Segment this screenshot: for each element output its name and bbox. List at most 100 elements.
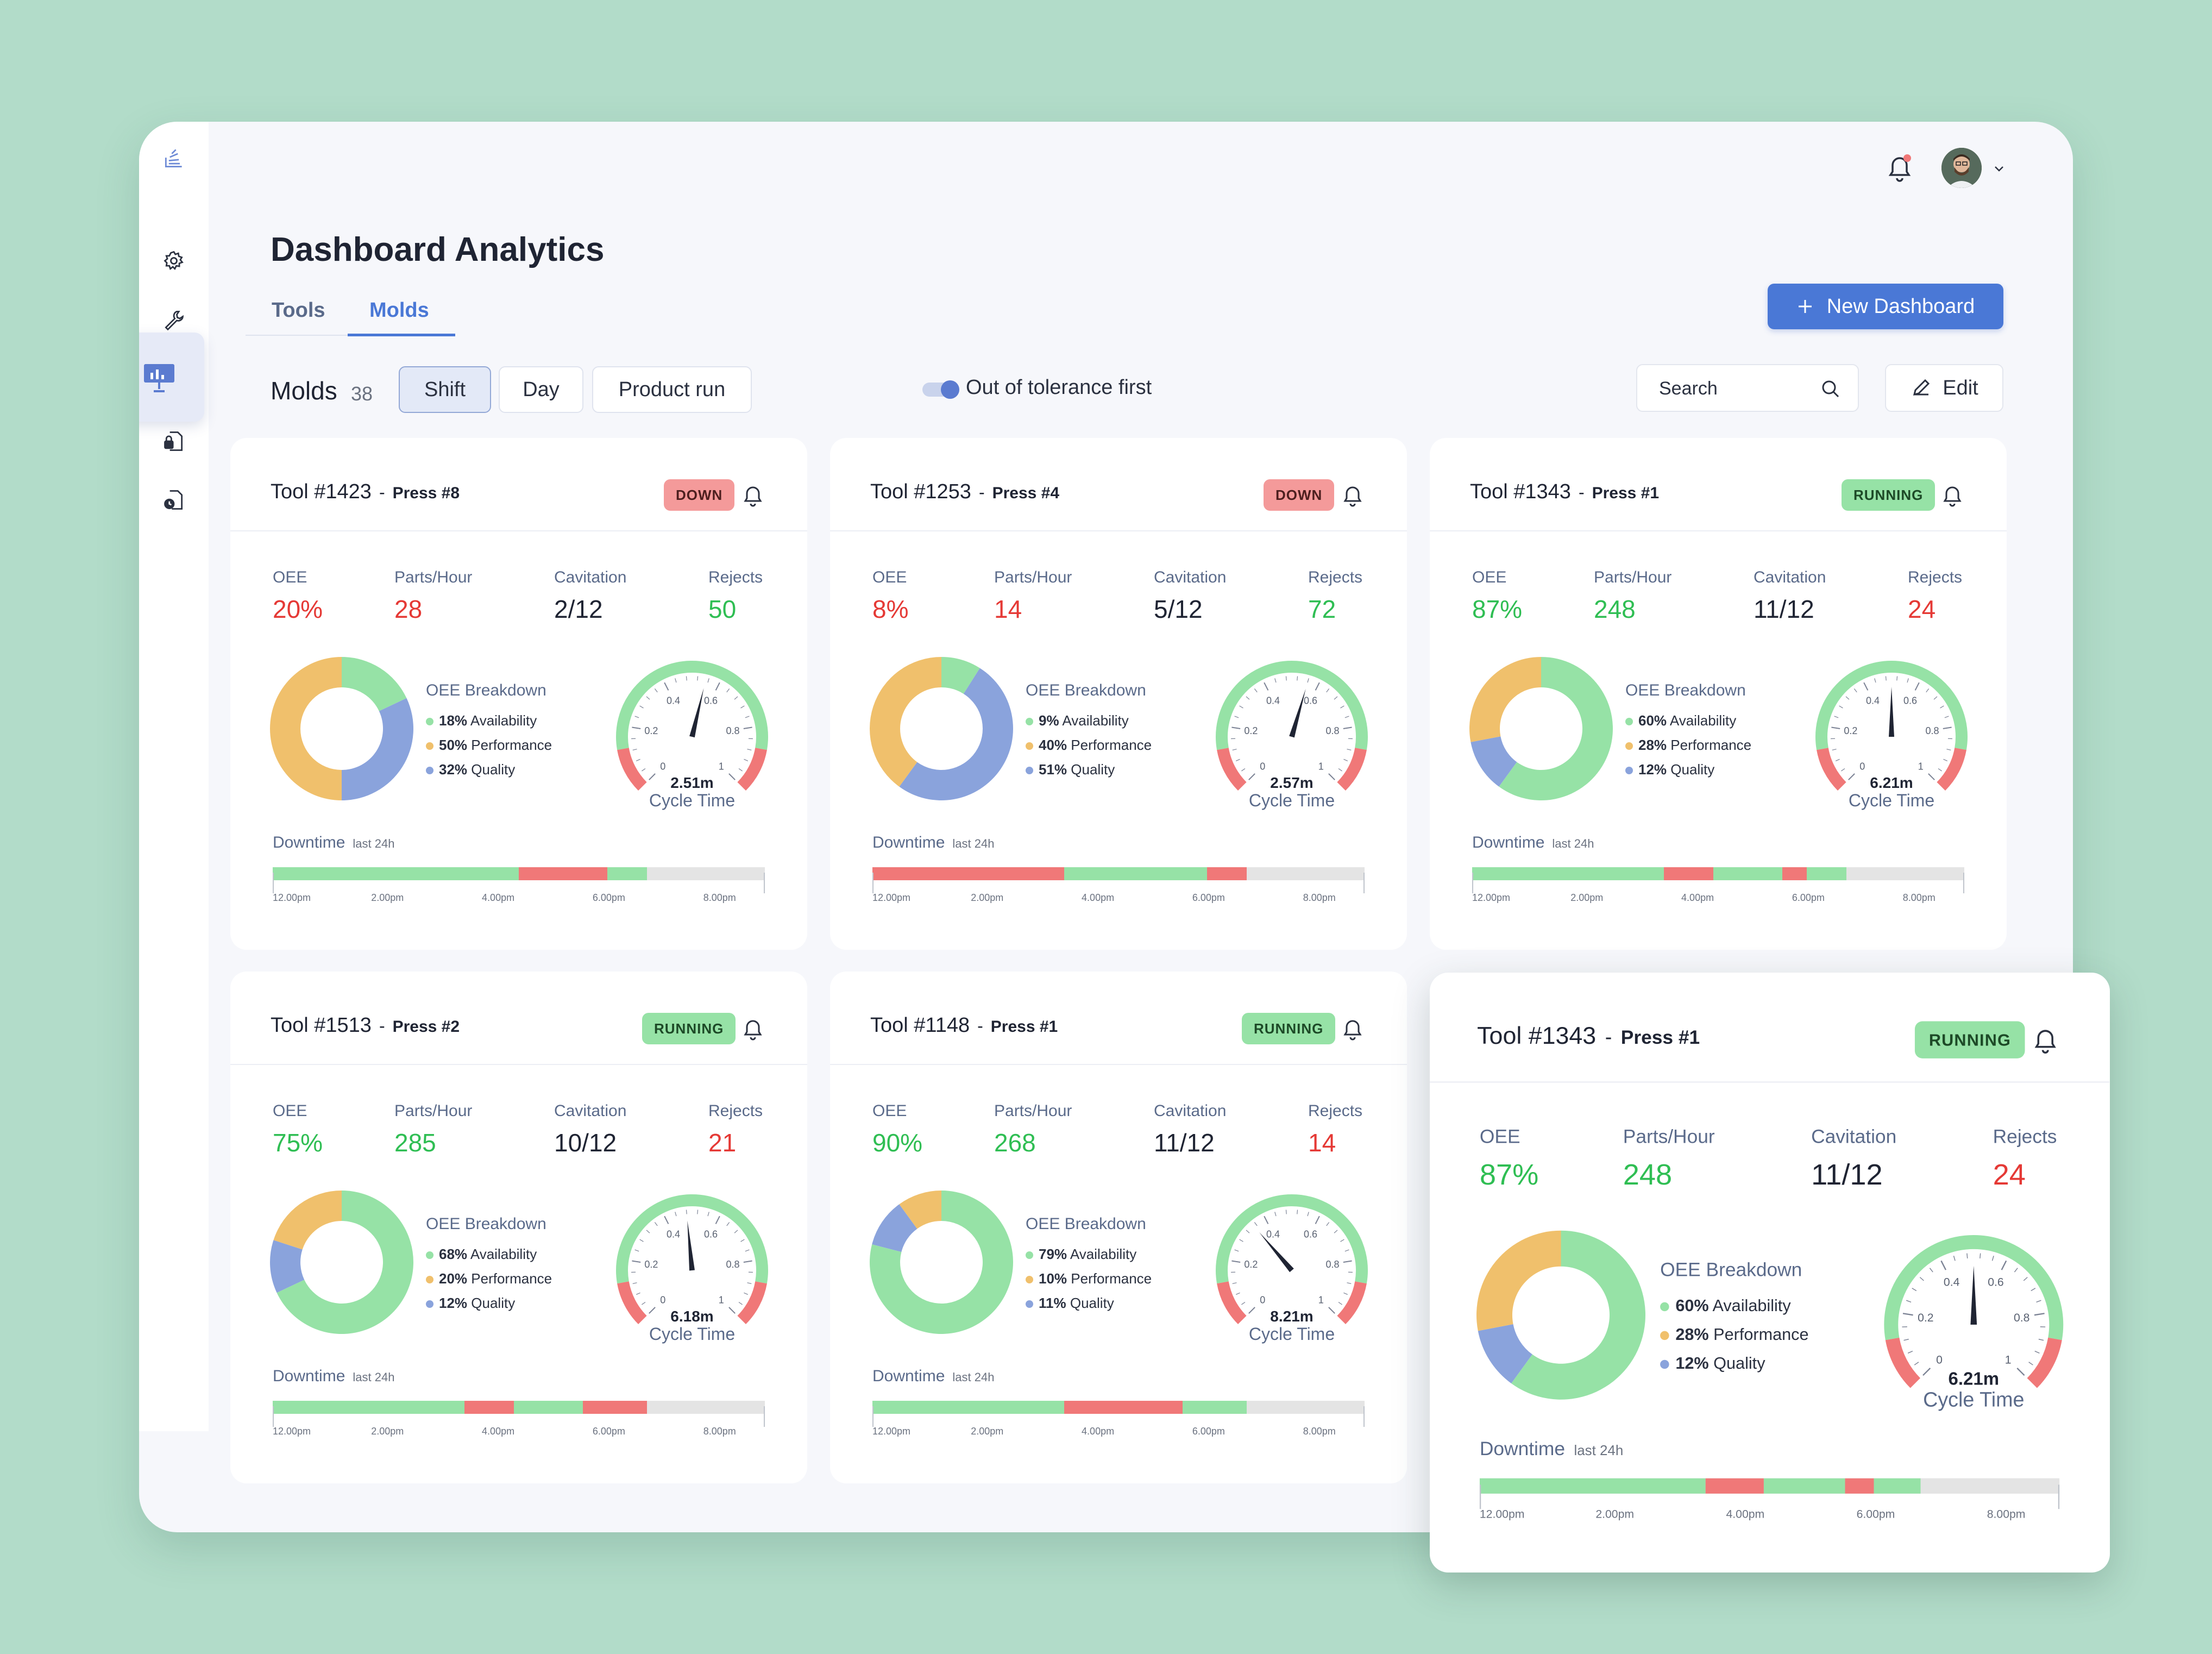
card-bell-icon[interactable]: [1342, 1017, 1363, 1041]
gauge-arc-low: [1217, 1281, 1247, 1324]
quality-label: Quality: [1071, 761, 1115, 778]
tool-name: Tool #1343: [1470, 480, 1571, 503]
bar-end-tick: [273, 1406, 274, 1427]
search-icon[interactable]: [1819, 377, 1843, 401]
app-logo-icon[interactable]: [161, 146, 187, 172]
legend-quality: 32% Quality: [426, 757, 552, 782]
status-badge: RUNNING: [1914, 1021, 2025, 1058]
gauge-tick: [747, 749, 752, 751]
time-label: 4.00pm: [1082, 892, 1115, 903]
sidebar-item-dashboard[interactable]: [139, 333, 204, 422]
gauge-tick-label: 0: [1936, 1354, 1943, 1366]
user-avatar[interactable]: [1941, 148, 1982, 188]
downtime-segment-down: [582, 1401, 647, 1414]
legend-performance: 40% Performance: [1026, 733, 1152, 757]
edit-button[interactable]: Edit: [1885, 364, 2003, 412]
gauge-tick: [744, 759, 749, 762]
gauge-tick: [1343, 726, 1352, 729]
gauge-tick-label: 0: [660, 761, 665, 772]
oee-breakdown-donut: [870, 657, 1013, 800]
downtime-time-axis: 12.00pm 2.00pm 4.00pm 6.00pm 8.00pm: [872, 1426, 1365, 1442]
segment-day[interactable]: Day: [499, 366, 583, 413]
account-chevron-down-icon[interactable]: [1993, 162, 2006, 175]
time-label: 8.00pm: [1303, 892, 1336, 903]
segment-product-run[interactable]: Product run: [592, 366, 752, 413]
downtime-segment-up: [1763, 1478, 1845, 1494]
cycle-time-value: 6.21m: [1949, 1369, 1999, 1389]
legend-quality: 12% Quality: [1625, 757, 1751, 782]
gauge-tick: [1235, 759, 1240, 762]
tool-card[interactable]: Tool #1513- Press #2 RUNNING OEE 75% Part…: [230, 972, 807, 1483]
gauge-tick-label: 0: [1260, 761, 1265, 772]
search-input[interactable]: [1659, 375, 1822, 402]
breakdown-legend: 9% Availability 40% Performance 51% Qual…: [1026, 709, 1152, 782]
performance-pct: 40%: [1039, 737, 1067, 753]
gauge-tick: [1943, 726, 1952, 729]
availability-pct: 9%: [1039, 712, 1059, 729]
gauge-tick-label: 0.4: [1944, 1276, 1960, 1288]
donut-slice-availability: [870, 1191, 1013, 1334]
gauge-tick: [1239, 1239, 1243, 1242]
quality-label: Quality: [1713, 1353, 1765, 1373]
tool-card[interactable]: Tool #1253- Press #4 DOWN OEE 8% Parts/Ho…: [830, 438, 1407, 950]
document-lock-icon[interactable]: [161, 428, 187, 454]
segment-shift[interactable]: Shift: [399, 366, 491, 413]
tab-tools[interactable]: Tools: [272, 299, 325, 322]
donut-slice-performance: [270, 657, 342, 800]
rejects-value: 14: [1308, 1129, 1336, 1157]
settings-gear-icon[interactable]: [161, 248, 187, 274]
donut-slice-quality: [1471, 736, 1517, 787]
time-label: 6.00pm: [1192, 892, 1225, 903]
gauge-tick: [2001, 1260, 2007, 1270]
oee-value: 8%: [872, 595, 909, 623]
gauge-tick: [1334, 696, 1338, 700]
gauge-tick-label: 0.4: [1866, 695, 1880, 706]
tab-bar: Tools Molds: [246, 292, 455, 336]
card-bell-icon[interactable]: [1941, 484, 1963, 508]
downtime-title: Downtime: [273, 1367, 345, 1385]
breakdown-legend: 60% Availability 28% Performance 12% Qua…: [1625, 709, 1751, 782]
gauge-tick: [634, 716, 639, 718]
press-name: Press #1: [1592, 484, 1660, 502]
gauge-tick: [632, 749, 637, 751]
new-dashboard-button[interactable]: New Dashboard: [1768, 284, 2003, 329]
gauge-tick: [1340, 1239, 1344, 1242]
bar-end-tick: [1479, 1484, 1481, 1509]
gauge-tick: [642, 1301, 646, 1305]
tool-name: Tool #1423: [271, 480, 372, 503]
card-bell-icon[interactable]: [742, 484, 764, 508]
notifications-bell-icon[interactable]: [1885, 152, 1914, 184]
tool-card[interactable]: Tool #1343- Press #1 RUNNING OEE 87% Part…: [1430, 438, 2007, 950]
performance-dot: [426, 742, 433, 750]
time-label: 4.00pm: [482, 892, 515, 903]
availability-dot: [426, 1251, 433, 1260]
card-bell-icon[interactable]: [742, 1017, 764, 1041]
rejects-value: 24: [1993, 1157, 2026, 1191]
tool-name: Tool #1253: [870, 480, 971, 503]
cycle-time-value: 6.18m: [670, 1308, 713, 1325]
tab-molds[interactable]: Molds: [369, 299, 429, 322]
breakdown-title: OEE Breakdown: [426, 681, 546, 699]
gauge-tick: [707, 1212, 709, 1217]
card-bell-icon[interactable]: [2033, 1026, 2058, 1055]
availability-label: Availability: [470, 712, 537, 729]
quality-pct: 12%: [439, 1295, 468, 1311]
out-of-tolerance-toggle[interactable]: [922, 380, 959, 399]
gauge-needle: [1970, 1265, 1977, 1325]
tool-card[interactable]: Tool #1343- Press #1 RUNNING OEE 87% Part…: [1430, 973, 2110, 1572]
gauge-tick: [2036, 1300, 2041, 1303]
title-separator: -: [978, 483, 985, 502]
document-time-icon[interactable]: [161, 487, 187, 513]
performance-dot: [1026, 742, 1033, 750]
wrench-icon[interactable]: [161, 306, 187, 333]
gauge-tick: [726, 1222, 730, 1226]
tool-card[interactable]: Tool #1148- Press #1 RUNNING OEE 90% Part…: [830, 972, 1407, 1483]
tool-card[interactable]: Tool #1423- Press #8 DOWN OEE 20% Parts/H…: [230, 438, 807, 950]
parts-hour-label: Parts/Hour: [394, 1102, 473, 1120]
card-bell-icon[interactable]: [1342, 484, 1363, 508]
gauge-tick-label: 0.2: [1244, 1259, 1258, 1270]
downtime-label: Downtime last 24h: [872, 1367, 994, 1386]
gauge-tick: [1347, 749, 1352, 751]
donut-slice-quality: [1478, 1324, 1532, 1384]
